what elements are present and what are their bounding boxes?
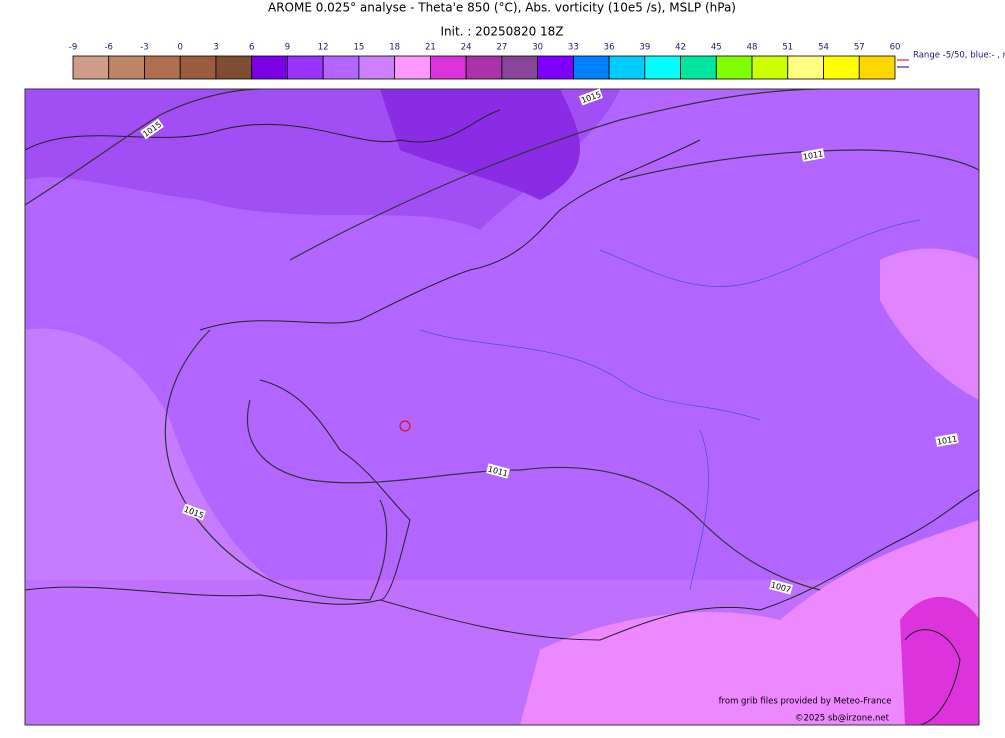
colorbar-box (858, 55, 896, 80)
isobar-label-box (486, 463, 510, 479)
colorbar-tick-label: 54 (818, 43, 829, 53)
colorbar-box (287, 55, 324, 80)
title: AROME 0.025° analyse - Theta'e 850 (°C),… (268, 1, 736, 15)
colorbar-tick-label: 60 (890, 43, 901, 53)
colorbar-tick-label: 36 (604, 43, 615, 53)
colorbar-box (644, 55, 681, 80)
init-time: Init. : 20250820 18Z (440, 25, 563, 39)
isobar-label: 1011 (935, 433, 959, 447)
field-region (380, 89, 580, 200)
coastlines (25, 109, 979, 725)
colorbar-tick-label: 12 (318, 43, 329, 53)
isobar-label-box (140, 118, 164, 140)
colorbar-tick-label: 48 (747, 43, 758, 53)
colorbar-box (715, 55, 753, 80)
credit-source: from grib files provided by Meteo-France (719, 697, 892, 707)
colorbar: -9 -6 -3 0 3 6 9 12 15 18 21 24 27 30 33 36 39 42 45 48 51 54… (69, 43, 901, 80)
marker (399, 420, 411, 432)
colorbar-box (787, 55, 824, 80)
isobar-label: 1011 (801, 148, 825, 162)
colorbar-box (179, 55, 217, 80)
field-region (880, 248, 979, 400)
colorbar-box (823, 55, 860, 80)
colorbar-tick-label: 33 (568, 43, 579, 53)
isobar-label-box (578, 88, 604, 106)
isobar-label-box (181, 503, 207, 521)
colorbar-box (144, 55, 181, 80)
colorbar-box (72, 55, 110, 80)
colorbar-box (608, 55, 646, 80)
colorbar-box (251, 55, 288, 80)
rivers (419, 219, 921, 591)
colorbar-tick-label: 0 (178, 43, 183, 53)
colorbar-box (358, 55, 396, 80)
colorbar-tick-label: 39 (639, 43, 650, 53)
colorbar-tick-label: 30 (532, 43, 543, 53)
colorbar-tick-label: 51 (782, 43, 793, 53)
isobar-label-box (801, 148, 825, 162)
colorbar-tick-label: 6 (249, 43, 254, 53)
isobar-label-box (935, 433, 959, 447)
colorbar-tick-label: -9 (69, 43, 77, 53)
colorbar-tick-label: 9 (285, 43, 290, 53)
field-region (900, 596, 979, 725)
field-region (520, 520, 979, 725)
colorbar-box (572, 55, 610, 80)
colorbar-tick-label: 18 (389, 43, 400, 53)
colorbar-tick-label: 21 (425, 43, 436, 53)
colorbar-tick-label: -3 (140, 43, 148, 53)
colorbar-box (429, 55, 467, 80)
colorbar-box (465, 55, 503, 80)
credit-copyright: ©2025 sb@irzone.net (795, 714, 890, 724)
colorbar-tick-label: 45 (711, 43, 722, 53)
isobar-label-text: 1011 (802, 149, 824, 161)
colorbar-box (537, 55, 574, 80)
colorbar-tick-label: 57 (854, 43, 865, 53)
isobar-label-box (769, 579, 793, 595)
colorbar-box (751, 55, 789, 80)
isobars (25, 89, 979, 601)
colorbar-box (322, 55, 360, 80)
range-note: Range -5/50, blue:- , red:+ (913, 51, 1005, 61)
colorbar-box (680, 55, 717, 80)
colorbar-box (215, 55, 253, 80)
colorbar-tick-label: -6 (104, 43, 112, 53)
map-frame (24, 88, 980, 726)
colorbar-tick-label: 3 (213, 43, 218, 53)
colorbar-box (394, 55, 431, 80)
field-region (25, 328, 300, 600)
colorbar-tick-label: 24 (461, 43, 472, 53)
colorbar-tick-label: 15 (353, 43, 364, 53)
colorbar-box (501, 55, 539, 80)
colorbar-tick-label: 42 (675, 43, 686, 53)
colorbar-box (108, 55, 145, 80)
colorbar-tick-label: 27 (496, 43, 507, 53)
isobar-label-text: 1011 (936, 434, 958, 446)
